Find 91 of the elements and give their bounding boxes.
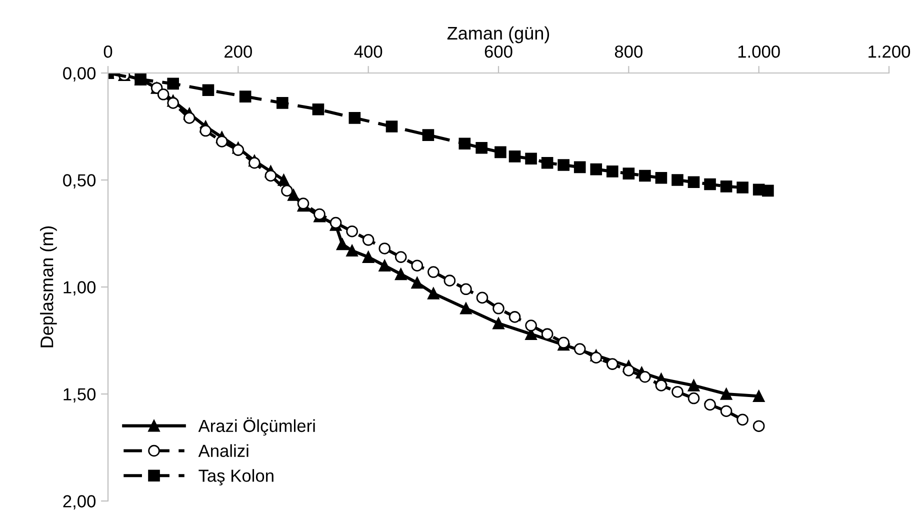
point	[460, 283, 472, 296]
point	[428, 266, 440, 278]
point	[476, 292, 488, 304]
point	[525, 152, 537, 165]
point	[736, 414, 748, 426]
point	[216, 136, 228, 148]
point	[688, 380, 700, 392]
legend-label: Taş Kolon	[198, 469, 274, 486]
x-tick-label: 1.000	[738, 45, 780, 58]
point	[157, 88, 170, 100]
x-axis-title: Zaman (gün)	[447, 26, 550, 44]
point	[232, 144, 244, 156]
point	[622, 168, 635, 180]
point	[762, 184, 774, 197]
point	[476, 142, 488, 154]
y-tick-label: 0,50	[63, 174, 96, 189]
point	[362, 251, 374, 263]
point	[720, 405, 732, 418]
legend-label: Analizi	[198, 444, 248, 458]
point	[541, 156, 554, 169]
point	[704, 178, 716, 190]
point	[378, 260, 391, 272]
point	[672, 386, 684, 398]
point	[590, 163, 602, 176]
point	[508, 150, 521, 162]
point	[606, 166, 618, 178]
x-tick-label: 800	[614, 45, 642, 58]
point	[422, 129, 434, 141]
point	[428, 288, 440, 300]
point	[672, 174, 684, 186]
point	[458, 138, 471, 150]
point	[688, 176, 700, 188]
point	[348, 112, 361, 124]
point	[297, 198, 310, 210]
point	[411, 260, 424, 272]
x-tick-label: 200	[224, 45, 252, 58]
point	[541, 328, 554, 340]
point	[574, 343, 586, 355]
point	[590, 352, 602, 364]
point	[183, 112, 196, 124]
point	[346, 244, 358, 257]
point	[276, 97, 288, 109]
point	[639, 170, 651, 182]
point	[720, 180, 732, 192]
point	[736, 182, 748, 194]
point	[248, 156, 260, 169]
point	[460, 302, 472, 314]
x-tick-label: 1.200	[868, 45, 910, 58]
point	[655, 380, 668, 392]
point	[444, 274, 456, 286]
point	[378, 242, 391, 254]
y-axis-title: Deplasman (m)	[40, 226, 57, 348]
legend-label: Arazi Ölçümleri	[198, 417, 315, 436]
point	[525, 320, 537, 332]
y-tick-label: 0,00	[63, 67, 96, 82]
point	[655, 172, 668, 184]
point	[508, 311, 521, 323]
point	[704, 398, 716, 411]
point	[394, 251, 407, 263]
point	[574, 161, 586, 174]
point	[752, 420, 765, 432]
point	[202, 84, 214, 96]
point	[346, 225, 358, 238]
point	[494, 146, 506, 158]
y-tick-label: 2,00	[63, 495, 96, 510]
point	[639, 370, 651, 383]
point	[281, 184, 293, 197]
point	[606, 358, 618, 370]
point	[200, 124, 212, 137]
point	[167, 97, 179, 109]
point	[752, 390, 765, 402]
point	[411, 276, 424, 289]
x-tick-label: 400	[354, 45, 382, 58]
point	[720, 388, 732, 400]
point	[239, 90, 252, 102]
point	[688, 392, 700, 404]
point	[167, 78, 179, 90]
point	[386, 120, 398, 132]
point	[312, 103, 324, 116]
y-tick-label: 1,50	[64, 388, 96, 403]
point	[492, 302, 504, 314]
point	[362, 234, 374, 246]
point	[394, 268, 407, 280]
point	[558, 159, 570, 171]
x-tick-label: 600	[484, 45, 512, 58]
y-tick-label: 1,00	[64, 281, 96, 296]
point	[492, 317, 504, 330]
point	[622, 364, 635, 376]
point	[264, 170, 277, 182]
x-tick-label: 0	[104, 45, 112, 58]
point	[336, 238, 348, 250]
